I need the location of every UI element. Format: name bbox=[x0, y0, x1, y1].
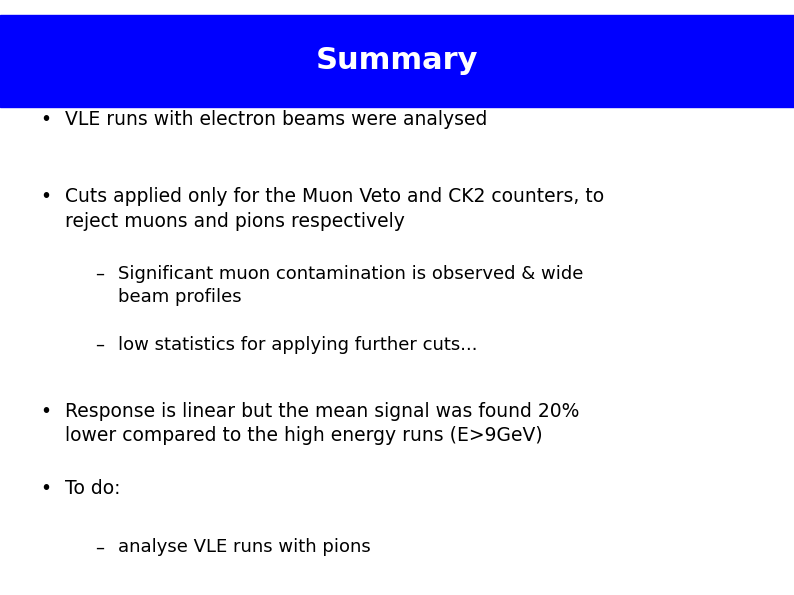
Text: Cuts applied only for the Muon Veto and CK2 counters, to
reject muons and pions : Cuts applied only for the Muon Veto and … bbox=[65, 187, 604, 231]
Text: To do:: To do: bbox=[65, 479, 121, 498]
Text: analyse VLE runs with pions: analyse VLE runs with pions bbox=[118, 538, 370, 556]
Text: VLE runs with electron beams were analysed: VLE runs with electron beams were analys… bbox=[65, 110, 488, 129]
Text: low statistics for applying further cuts...: low statistics for applying further cuts… bbox=[118, 336, 477, 354]
Text: Summary: Summary bbox=[316, 46, 478, 76]
Text: –: – bbox=[94, 538, 104, 556]
Text: •: • bbox=[40, 402, 52, 421]
FancyBboxPatch shape bbox=[0, 15, 794, 107]
Text: •: • bbox=[40, 479, 52, 498]
Text: Significant muon contamination is observed & wide
beam profiles: Significant muon contamination is observ… bbox=[118, 265, 583, 306]
Text: –: – bbox=[94, 265, 104, 283]
Text: –: – bbox=[94, 336, 104, 354]
Text: •: • bbox=[40, 187, 52, 206]
Text: •: • bbox=[40, 110, 52, 129]
Text: Response is linear but the mean signal was found 20%
lower compared to the high : Response is linear but the mean signal w… bbox=[65, 402, 580, 445]
